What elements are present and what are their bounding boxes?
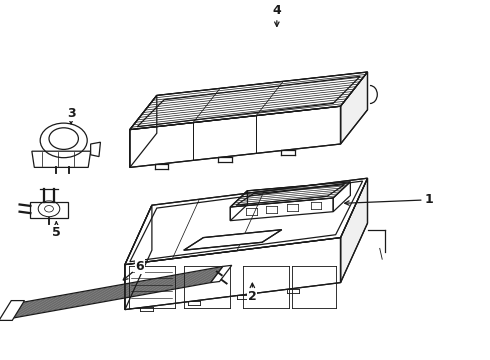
Text: 4: 4 <box>272 4 281 26</box>
Polygon shape <box>230 191 247 221</box>
Text: 5: 5 <box>52 222 61 239</box>
Polygon shape <box>30 202 68 218</box>
Polygon shape <box>333 182 350 212</box>
Polygon shape <box>341 178 368 283</box>
Polygon shape <box>0 301 24 320</box>
Polygon shape <box>341 72 368 144</box>
Polygon shape <box>184 230 282 250</box>
Polygon shape <box>211 265 232 283</box>
Polygon shape <box>10 266 223 319</box>
Polygon shape <box>125 205 152 310</box>
Polygon shape <box>125 238 341 310</box>
Polygon shape <box>230 182 350 207</box>
Polygon shape <box>130 106 341 167</box>
Polygon shape <box>130 72 368 130</box>
Text: 3: 3 <box>67 107 75 124</box>
Text: 6: 6 <box>123 260 144 280</box>
Polygon shape <box>130 95 157 167</box>
Polygon shape <box>230 198 333 221</box>
Text: 1: 1 <box>345 193 433 206</box>
Polygon shape <box>125 178 368 265</box>
Polygon shape <box>91 142 100 157</box>
Polygon shape <box>32 151 91 167</box>
Circle shape <box>45 206 53 212</box>
Text: 2: 2 <box>248 283 257 303</box>
